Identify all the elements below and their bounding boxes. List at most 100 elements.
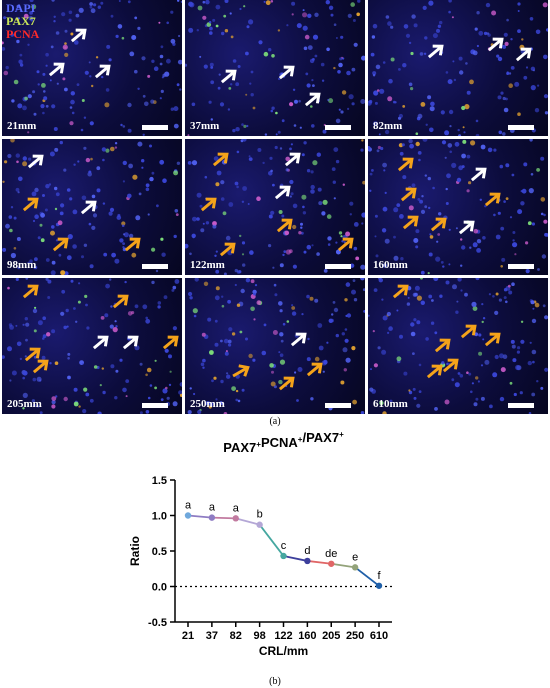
- significance-letter: b: [257, 509, 263, 521]
- orange-arrow-icon: [426, 364, 443, 379]
- figure-a: 21mm DAPI PAX7 PCNA 37mm 82mm 98mm 122mm 160mm 20…: [2, 0, 550, 414]
- orange-arrow-icon: [397, 157, 414, 172]
- orange-arrow-icon: [32, 359, 49, 374]
- significance-letter: a: [233, 502, 240, 514]
- orange-arrow-icon: [200, 197, 217, 212]
- orange-arrow-icon: [392, 284, 409, 299]
- caption-a: (a): [269, 416, 281, 427]
- orange-arrow-icon: [162, 335, 179, 350]
- data-point: [328, 560, 335, 567]
- white-arrow-icon: [48, 62, 65, 77]
- panel-crl-label: 160mm: [373, 259, 408, 271]
- panel-crl-label: 250mm: [190, 398, 225, 410]
- fluorescence-image: [185, 0, 365, 136]
- scale-bar: [508, 264, 534, 269]
- series-segment: [283, 555, 308, 562]
- series-segment: [235, 517, 260, 526]
- white-arrow-icon: [70, 28, 87, 43]
- orange-arrow-icon: [434, 338, 451, 353]
- significance-letter: c: [281, 540, 287, 552]
- y-tick-label: 0.0: [152, 582, 167, 594]
- fluorescence-image: [2, 278, 182, 414]
- data-point: [351, 564, 359, 571]
- x-tick-label: 610: [370, 630, 388, 642]
- white-arrow-icon: [515, 47, 532, 62]
- series-segment: [307, 560, 332, 565]
- series-segment: [354, 566, 380, 587]
- micrograph-panel: 250mm: [185, 278, 365, 414]
- scale-bar: [325, 264, 351, 269]
- line-chart: PAX7+PCNA+/PAX7+ -0.5 0.0 0.5 1.0 1.5 21 37 82 98…: [128, 430, 392, 658]
- micrograph-panel: 122mm: [185, 139, 365, 275]
- orange-arrow-icon: [52, 237, 69, 252]
- orange-arrow-icon: [124, 237, 141, 252]
- panel-crl-label: 122mm: [190, 259, 225, 271]
- y-tick-label: 1.5: [152, 475, 167, 487]
- micrograph-panel: 82mm: [368, 0, 548, 136]
- panel-crl-label: 610mm: [373, 398, 408, 410]
- fluorescence-image: [185, 139, 365, 275]
- x-tick-label: 205: [322, 630, 340, 642]
- figure-b: PAX7+PCNA+/PAX7+ -0.5 0.0 0.5 1.0 1.5 21 37 82 98…: [0, 430, 550, 675]
- legend-item-pcna: PCNA: [6, 27, 40, 41]
- x-axis-label: CRL/mm: [259, 644, 308, 658]
- data-point: [208, 514, 216, 521]
- series-segment: [331, 562, 356, 569]
- data-point: [256, 521, 263, 528]
- micrograph-panel: 98mm: [2, 139, 182, 275]
- white-arrow-icon: [284, 152, 301, 167]
- orange-arrow-icon: [337, 237, 354, 252]
- significance-letter: f: [377, 570, 381, 582]
- orange-arrow-icon: [306, 362, 323, 377]
- white-arrow-icon: [122, 335, 139, 350]
- orange-arrow-icon: [24, 347, 41, 362]
- scale-bar: [325, 403, 351, 408]
- white-arrow-icon: [220, 69, 237, 84]
- x-tick-label: 160: [298, 630, 316, 642]
- orange-arrow-icon: [460, 324, 477, 339]
- orange-arrow-icon: [402, 215, 419, 230]
- panel-crl-label: 37mm: [190, 120, 220, 132]
- fluorescence-image: [368, 139, 548, 275]
- fluorescence-image: [2, 139, 181, 275]
- caption-b: (b): [269, 676, 281, 687]
- panel-crl-label: 205mm: [7, 398, 42, 410]
- white-arrow-icon: [27, 154, 44, 169]
- white-arrow-icon: [92, 335, 109, 350]
- fluorescence-image: [2, 0, 182, 136]
- white-arrow-icon: [290, 332, 307, 347]
- white-arrow-icon: [94, 64, 111, 79]
- data-point: [184, 512, 192, 519]
- data-point: [375, 582, 383, 589]
- x-tick-label: 21: [182, 630, 194, 642]
- scale-bar: [142, 125, 168, 130]
- data-point: [280, 552, 287, 560]
- y-tick-label: 1.0: [152, 511, 167, 523]
- white-arrow-icon: [470, 167, 487, 182]
- scale-bar: [508, 125, 534, 130]
- orange-arrow-icon: [276, 218, 293, 233]
- x-tick-label: 250: [346, 630, 364, 642]
- significance-letter: a: [185, 500, 192, 512]
- orange-arrow-icon: [112, 294, 129, 309]
- white-arrow-icon: [274, 185, 291, 200]
- y-tick-label: -0.5: [148, 617, 167, 629]
- orange-arrow-icon: [484, 192, 501, 207]
- micrograph-panel: 37mm: [185, 0, 365, 136]
- series-segment: [211, 516, 236, 520]
- legend-item-pax7: PAX7: [6, 14, 36, 28]
- fluorescence-image: [187, 278, 365, 414]
- micrograph-panel: 610mm: [368, 278, 548, 414]
- y-tick-label: 0.5: [152, 546, 167, 558]
- white-arrow-icon: [80, 200, 97, 215]
- significance-letter: a: [209, 502, 216, 514]
- white-arrow-icon: [487, 37, 504, 52]
- orange-arrow-icon: [430, 217, 447, 232]
- orange-arrow-icon: [484, 332, 501, 347]
- micrograph-panel: 160mm: [368, 139, 548, 275]
- data-point: [232, 515, 239, 522]
- orange-arrow-icon: [22, 284, 39, 299]
- white-arrow-icon: [304, 92, 321, 107]
- stain-legend: DAPI PAX7 PCNA: [6, 2, 39, 41]
- scale-bar: [142, 403, 168, 408]
